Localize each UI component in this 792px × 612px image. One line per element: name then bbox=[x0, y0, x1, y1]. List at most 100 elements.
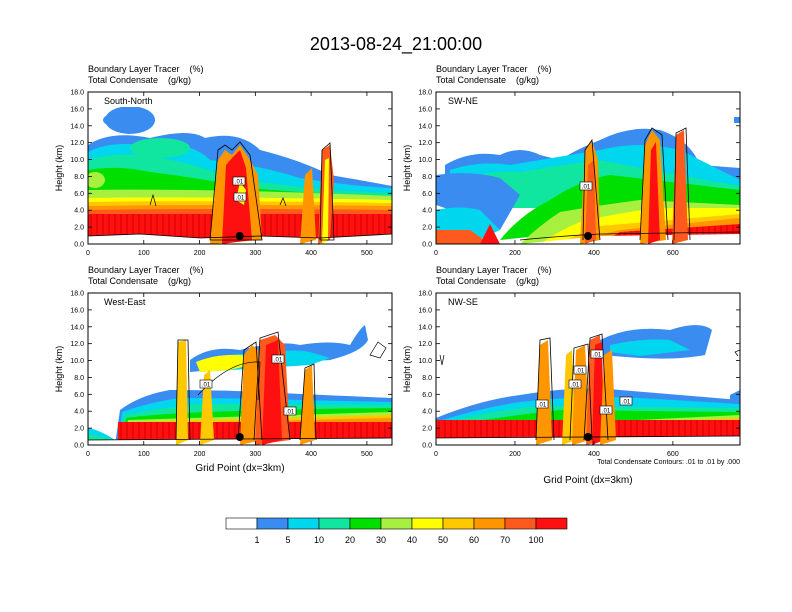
x-tick-label: 300 bbox=[249, 451, 261, 458]
x-tick-label: 400 bbox=[588, 250, 600, 257]
colorbar-label: 70 bbox=[500, 535, 510, 545]
panel-label: NW-SE bbox=[448, 297, 478, 307]
y-tick-label: 8.0 bbox=[422, 174, 432, 181]
y-tick-label: 0.0 bbox=[74, 443, 84, 450]
y-tick-label: 14.0 bbox=[418, 324, 432, 331]
contour-label: .01 bbox=[579, 181, 593, 191]
plot-frame bbox=[87, 91, 393, 245]
x-tick-label: 400 bbox=[305, 250, 317, 257]
x-tick-label: 600 bbox=[667, 451, 679, 458]
colorbar-swatch bbox=[225, 517, 258, 530]
colorbar-swatch bbox=[442, 517, 475, 530]
svg-text:.01: .01 bbox=[622, 400, 631, 406]
contour-label: .01 bbox=[568, 379, 582, 389]
colorbar-label: 100 bbox=[528, 535, 543, 545]
panel-nw-se: Boundary Layer Tracer (%) Total Condensa… bbox=[402, 265, 741, 486]
y-tick-label: 10.0 bbox=[418, 358, 432, 365]
x-tick-label: 200 bbox=[509, 250, 521, 257]
y-tick-label: 10.0 bbox=[418, 157, 432, 164]
colorbar-label: 20 bbox=[345, 535, 355, 545]
colorbar: 1 5 10 20 30 40 50 60 70 100 bbox=[225, 517, 568, 545]
svg-text:.01: .01 bbox=[274, 358, 283, 364]
y-tick-label: 4.0 bbox=[74, 208, 84, 215]
y-tick-label: 2.0 bbox=[422, 225, 432, 232]
y-tick-label: 16.0 bbox=[70, 307, 84, 314]
y-tick-label: 8.0 bbox=[74, 375, 84, 382]
panel-string-1: Boundary Layer Tracer (%) bbox=[88, 64, 204, 74]
y-tick-label: 12.0 bbox=[70, 140, 84, 147]
contour-label: .01 bbox=[233, 192, 247, 202]
y-tick-label: 8.0 bbox=[74, 174, 84, 181]
x-tick-label: 0 bbox=[434, 250, 438, 257]
contour-label: .01 bbox=[590, 349, 604, 359]
y-tick-label: 12.0 bbox=[70, 341, 84, 348]
panel-label-box bbox=[445, 296, 489, 308]
y-tick-label: 18.0 bbox=[70, 291, 84, 298]
panel-string-2: Total Condensate (g/kg) bbox=[88, 75, 191, 85]
x-tick-label: 400 bbox=[588, 451, 600, 458]
panel-string-1: Boundary Layer Tracer (%) bbox=[88, 265, 204, 275]
x-tick-label: 0 bbox=[434, 451, 438, 458]
colorbar-swatch bbox=[349, 517, 382, 530]
y-tick-label: 12.0 bbox=[418, 140, 432, 147]
y-tick-label: 10.0 bbox=[70, 358, 84, 365]
y-axis-label: Height (km) bbox=[402, 346, 412, 393]
colorbar-swatch bbox=[287, 517, 320, 530]
y-tick-label: 18.0 bbox=[418, 291, 432, 298]
colorbar-label: 50 bbox=[438, 535, 448, 545]
panel-sw-ne: Boundary Layer Tracer (%) Total Condensa… bbox=[402, 64, 741, 257]
contour-label: .01 bbox=[599, 405, 613, 415]
x-axis-label: Grid Point (dx=3km) bbox=[543, 475, 632, 486]
y-tick-label: 6.0 bbox=[74, 191, 84, 198]
panel-string-2: Total Condensate (g/kg) bbox=[88, 276, 191, 286]
panel-south-north: Boundary Layer Tracer (%) Total Condensa… bbox=[54, 64, 393, 257]
y-tick-label: 0.0 bbox=[422, 242, 432, 249]
y-tick-label: 12.0 bbox=[418, 341, 432, 348]
location-marker bbox=[584, 433, 592, 441]
y-tick-label: 6.0 bbox=[74, 392, 84, 399]
colorbar-swatch bbox=[380, 517, 413, 530]
contour-label: .01 bbox=[535, 399, 549, 409]
heatmap-field bbox=[88, 92, 392, 244]
colorbar-swatch bbox=[318, 517, 351, 530]
y-tick-label: 16.0 bbox=[418, 106, 432, 113]
y-tick-label: 6.0 bbox=[422, 392, 432, 399]
panel-label: South-North bbox=[104, 96, 153, 106]
y-tick-label: 18.0 bbox=[70, 90, 84, 97]
y-tick-label: 0.0 bbox=[422, 443, 432, 450]
x-tick-label: 200 bbox=[194, 451, 206, 458]
svg-text:.01: .01 bbox=[235, 180, 244, 186]
svg-text:.01: .01 bbox=[571, 383, 580, 389]
colorbar-label: 40 bbox=[407, 535, 417, 545]
location-marker bbox=[235, 232, 244, 240]
colorbar-label: 1 bbox=[254, 535, 259, 545]
y-tick-label: 14.0 bbox=[70, 324, 84, 331]
svg-text:.01: .01 bbox=[538, 403, 547, 409]
x-axis-label: Grid Point (dx=3km) bbox=[195, 463, 284, 474]
y-axis-label: Height (km) bbox=[54, 346, 64, 393]
location-marker bbox=[584, 232, 592, 240]
contour-label: .01 bbox=[619, 396, 633, 406]
panel-label-box bbox=[101, 296, 157, 308]
y-tick-label: 0.0 bbox=[74, 242, 84, 249]
colorbar-label: 60 bbox=[469, 535, 479, 545]
x-tick-label: 200 bbox=[194, 250, 206, 257]
x-tick-label: 300 bbox=[249, 250, 261, 257]
panel-string-1: Boundary Layer Tracer (%) bbox=[436, 265, 552, 275]
contour-label: .01 bbox=[199, 379, 213, 389]
panel-string-1: Boundary Layer Tracer (%) bbox=[436, 64, 552, 74]
x-tick-label: 400 bbox=[305, 451, 317, 458]
colorbar-swatch bbox=[535, 517, 568, 530]
panel-west-east: Boundary Layer Tracer (%) Total Condensa… bbox=[54, 265, 393, 474]
colorbar-swatch bbox=[256, 517, 289, 530]
contour-label: .01 bbox=[283, 406, 297, 416]
y-tick-label: 4.0 bbox=[74, 409, 84, 416]
heatmap-field bbox=[436, 92, 740, 244]
heatmap-field bbox=[436, 293, 740, 445]
x-tick-label: 0 bbox=[86, 451, 90, 458]
heatmap-field bbox=[88, 293, 392, 445]
panel-label-box bbox=[101, 95, 173, 107]
svg-text:.01: .01 bbox=[602, 409, 611, 415]
colorbar-swatch bbox=[411, 517, 444, 530]
